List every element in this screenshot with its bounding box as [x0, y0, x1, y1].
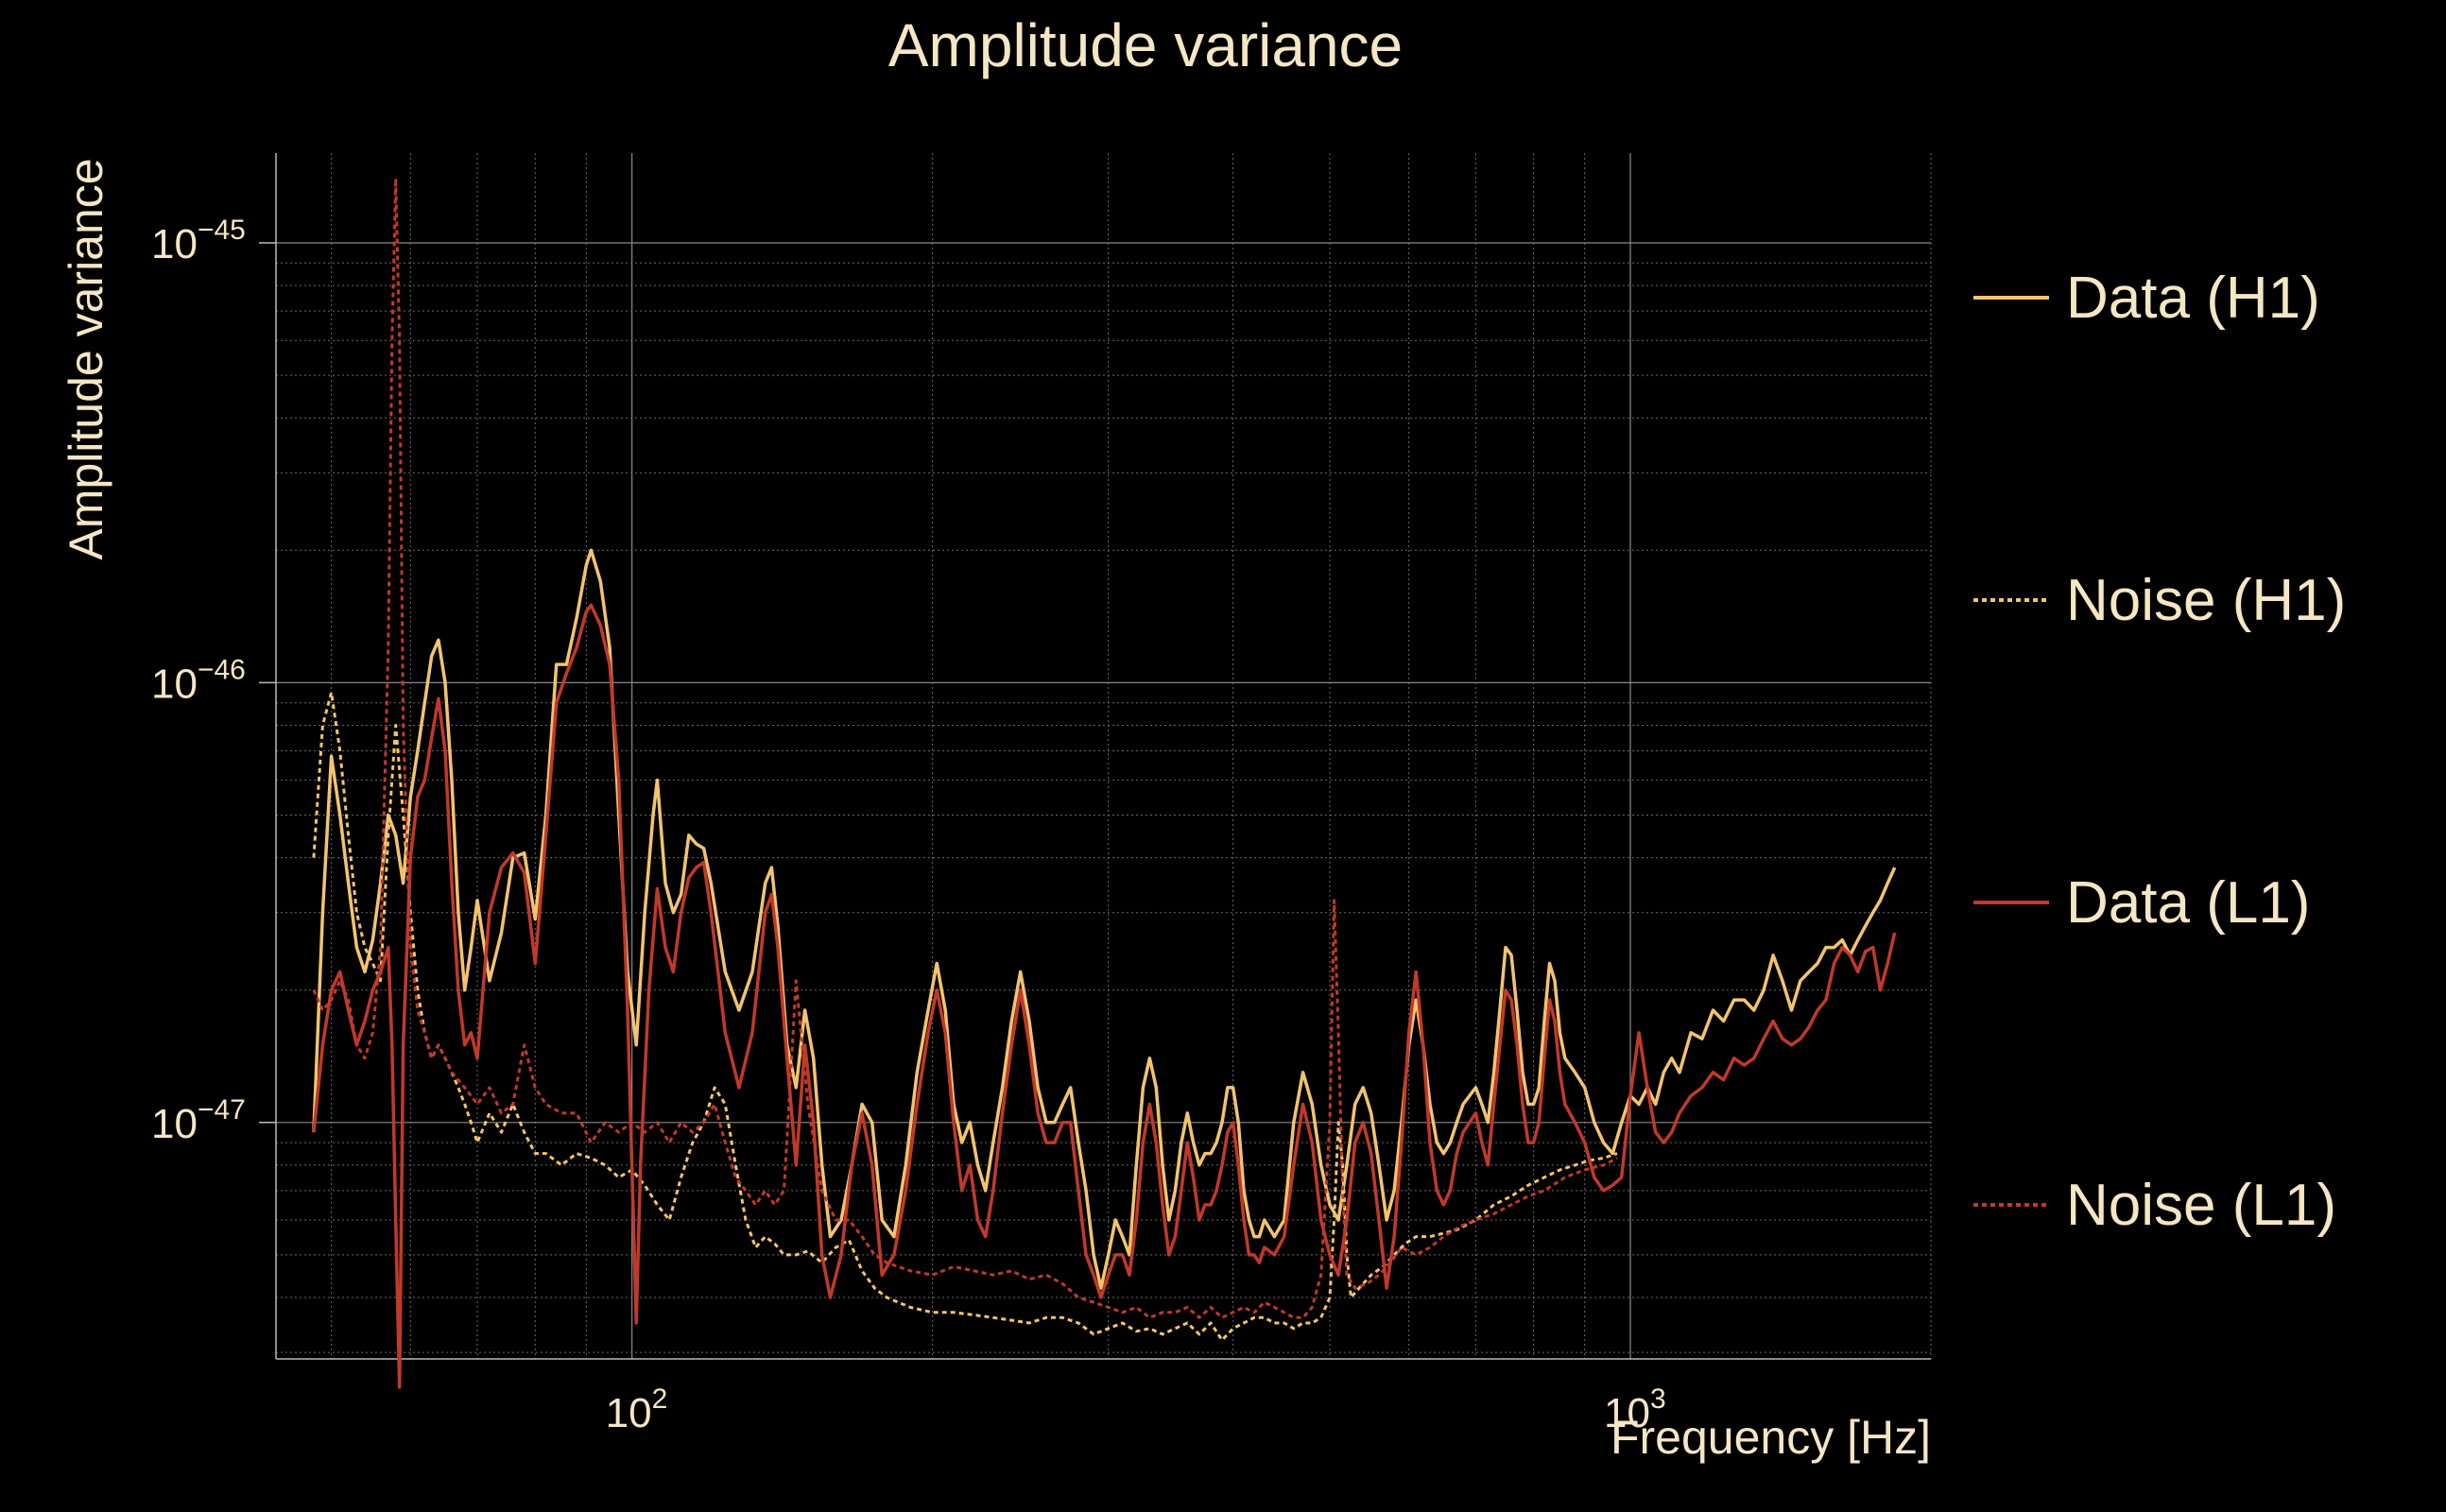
chart-title: Amplitude variance — [888, 11, 1403, 79]
legend: Data (H1) Noise (H1) Data (L1) Noise (L1) — [1973, 266, 2346, 1238]
y-tick-label: 10−47 — [151, 1094, 246, 1147]
series-line-3 — [312, 177, 1618, 1319]
x-tick-labels: 102 103 — [606, 1383, 1666, 1436]
series-line-0 — [312, 548, 1897, 1290]
grid — [276, 153, 1932, 1359]
series-lines — [312, 177, 1897, 1389]
series-line-2 — [312, 603, 1897, 1389]
y-tick-labels: 10−45 10−46 10−47 — [151, 215, 276, 1147]
y-axis-label: Amplitude variance — [60, 158, 112, 559]
axes — [275, 153, 1931, 1360]
y-tick-label: 10−46 — [151, 654, 246, 707]
legend-label: Data (H1) — [2066, 266, 2320, 331]
legend-label: Noise (L1) — [2066, 1173, 2336, 1238]
legend-label: Data (L1) — [2066, 870, 2310, 936]
series-line-1 — [312, 691, 1618, 1342]
x-axis-label: Frequency [Hz] — [1611, 1411, 1931, 1464]
y-tick-label: 10−45 — [151, 215, 246, 267]
x-tick-label: 102 — [606, 1383, 668, 1436]
legend-label: Noise (H1) — [2066, 568, 2346, 633]
